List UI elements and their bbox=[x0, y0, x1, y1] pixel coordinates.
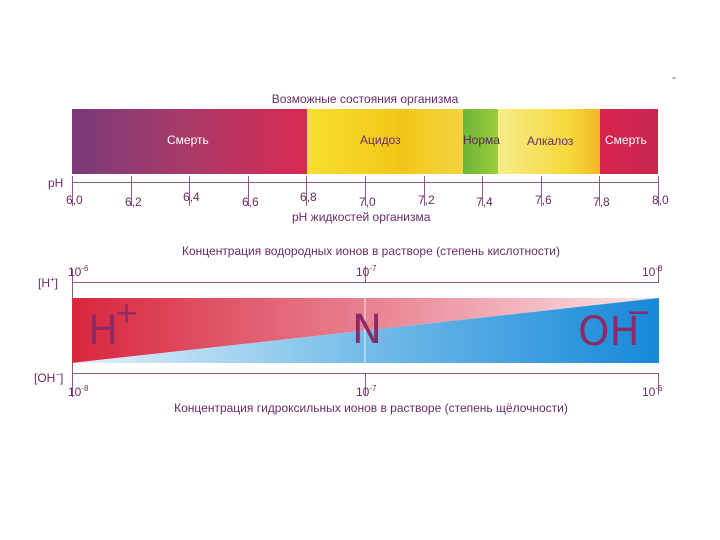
hydrogen-axis-label: [H+] bbox=[38, 275, 59, 290]
hydrogen-value-mid: 10-7 bbox=[356, 264, 377, 279]
segment-label-alkalosis: Алкалоз bbox=[527, 134, 574, 148]
segment-label-death-right: Смерть bbox=[605, 133, 647, 147]
ph-tick-label: 6,6 bbox=[242, 195, 259, 209]
segment-death-left bbox=[72, 109, 307, 174]
hydrogen-tick-right bbox=[658, 266, 659, 282]
segment-alkalosis bbox=[498, 109, 600, 174]
ph-tick bbox=[365, 176, 366, 206]
ph-tick bbox=[131, 176, 132, 206]
segment-acidosis bbox=[307, 109, 463, 174]
hydroxyl-value-right: 10-6 bbox=[642, 384, 663, 399]
hydroxyl-value-mid: 10-7 bbox=[356, 384, 377, 399]
ph-tick bbox=[189, 176, 190, 206]
hydroxyl-value-left: 10-8 bbox=[68, 384, 89, 399]
ph-tick-label: 6,4 bbox=[183, 190, 200, 204]
ph-tick bbox=[248, 176, 249, 206]
segment-norm bbox=[463, 109, 498, 174]
hydrogen-axis-line bbox=[72, 282, 659, 283]
ph-tick-label: 6,8 bbox=[300, 190, 317, 204]
ph-tick bbox=[599, 176, 600, 206]
ph-tick bbox=[482, 176, 483, 206]
ph-tick-label: 7,0 bbox=[359, 195, 376, 209]
ph-tick bbox=[424, 176, 425, 206]
hydroxyl-tick-right bbox=[658, 373, 659, 395]
ph-tick-label: 6,0 bbox=[66, 193, 83, 207]
hydrogen-title: Концентрация водородных ионов в растворе… bbox=[181, 244, 561, 258]
ph-axis-caption: pH жидкостей организма bbox=[292, 210, 431, 224]
states-title: Возможные состояния организма bbox=[271, 92, 459, 106]
segment-label-death-left: Смерть bbox=[167, 133, 209, 147]
ph-tick bbox=[306, 176, 307, 206]
hydroxyl-axis-label: [OH−] bbox=[34, 370, 64, 385]
hydrogen-tick-mid bbox=[365, 266, 366, 282]
ph-tick-label: 7,4 bbox=[476, 195, 493, 209]
ion-gradient-diagram bbox=[72, 298, 659, 363]
left-vertical-line-lower bbox=[72, 363, 73, 397]
hydrogen-value-right: 10-8 bbox=[642, 264, 663, 279]
ph-tick bbox=[658, 176, 659, 206]
ph-tick-label: 7,6 bbox=[535, 193, 552, 207]
hydrogen-value-left: 10-6 bbox=[68, 264, 89, 279]
ph-tick-label: 7,8 bbox=[593, 195, 610, 209]
hydroxyl-tick-mid bbox=[365, 373, 366, 395]
corner-mark: - bbox=[672, 70, 676, 84]
segment-label-norm: Норма bbox=[463, 133, 500, 147]
hydroxyl-title: Концентрация гидроксильных ионов в раств… bbox=[174, 401, 568, 415]
neutral-symbol: N bbox=[352, 307, 382, 353]
segment-label-acidosis: Ацидоз bbox=[360, 133, 401, 147]
segment-death-right bbox=[600, 109, 658, 174]
ph-tick-label: 7,2 bbox=[418, 193, 435, 207]
ph-tick bbox=[541, 176, 542, 206]
ph-tick bbox=[72, 176, 73, 206]
hydroxyl-ion-symbol: OH − bbox=[578, 295, 652, 355]
hydrogen-ion-symbol: H + bbox=[88, 296, 140, 354]
ph-tick-label: 6,2 bbox=[125, 195, 142, 209]
ph-tick-label: 8,0 bbox=[652, 193, 669, 207]
states-bar: Смерть Ацидоз Норма Алкалоз Смерть bbox=[72, 109, 658, 174]
ph-axis-label: pH bbox=[48, 176, 64, 190]
